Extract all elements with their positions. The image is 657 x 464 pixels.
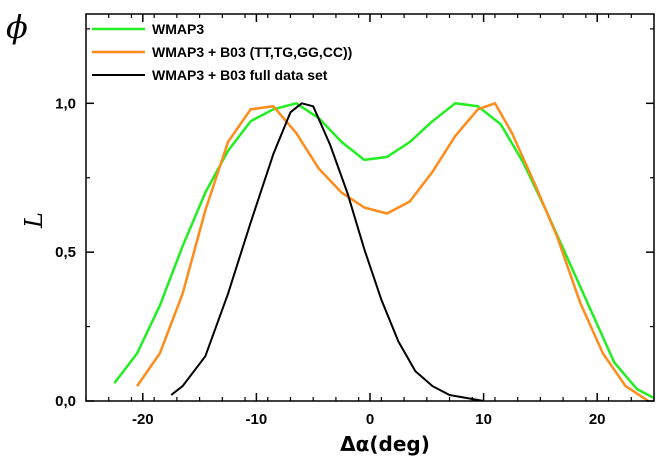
y-tick-label: 0,0 [55,393,76,410]
series-line-1 [113,102,654,400]
y-axis-label: L [20,212,48,229]
x-tick-label: 0 [366,411,374,428]
axes-layer: -20 -10 0 10 20 0,0 0,5 1,0 [55,14,655,428]
x-tick-label: 10 [475,411,492,428]
x-tick-label: -20 [132,411,154,428]
legend: WMAP3 WMAP3 + B03 (TT,TG,GG,CC)) WMAP3 + B… [92,21,352,83]
legend-label: WMAP3 + B03 full data set [152,67,328,83]
legend-label: WMAP3 + B03 (TT,TG,GG,CC)) [152,44,352,60]
x-axis-label: Δα(deg) [340,432,430,456]
series-line-2 [136,102,649,401]
y-tick-label: 0,5 [55,244,76,261]
x-tick-label: 20 [589,411,606,428]
y-tick-label: 1,0 [55,95,76,112]
x-tick-label: -10 [246,411,268,428]
series-layer [113,102,654,401]
series-line-3 [170,102,484,401]
legend-label: WMAP3 [152,21,204,37]
corner-phi-label: ϕ [6,8,28,46]
